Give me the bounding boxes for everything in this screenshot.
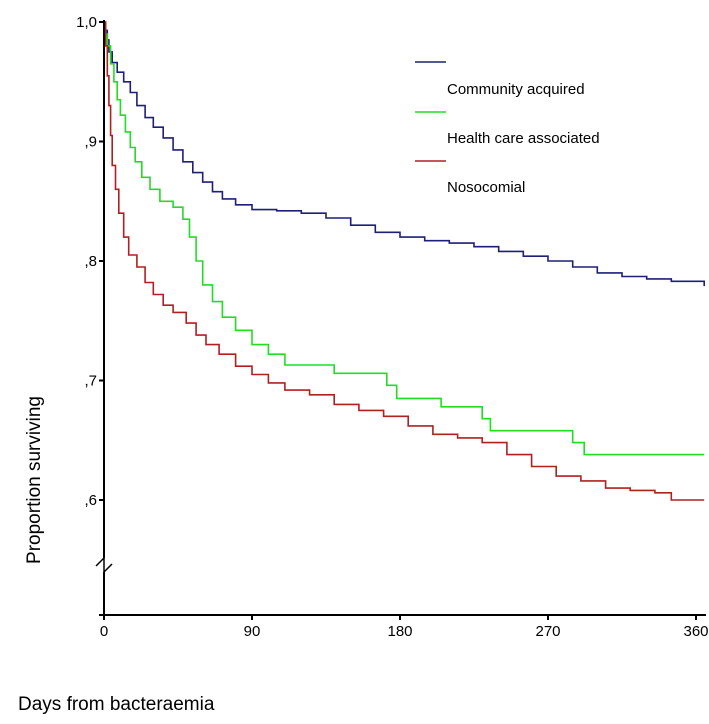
x-tick-label: 360 <box>683 623 708 640</box>
y-axis-title: Proportion surviving <box>24 396 45 564</box>
legend-label-health-care-associated: Health care associated <box>447 130 600 147</box>
x-tick-label: 0 <box>100 623 108 640</box>
x-tick-label: 90 <box>244 623 261 640</box>
series-line-nosocomial <box>104 21 705 501</box>
series-layer <box>104 21 705 501</box>
series-line-community-acquired <box>104 21 705 287</box>
axes-layer: 1,0 ,9 ,8 ,7 ,6 0 90 180 270 360 <box>76 14 708 640</box>
y-tick-label: ,8 <box>84 253 97 270</box>
y-tick-label: ,6 <box>84 492 97 509</box>
y-axis-break-mark <box>95 556 113 574</box>
x-tick-label: 180 <box>387 623 412 640</box>
y-tick-label: ,9 <box>84 134 97 151</box>
series-line-health-care-associated <box>104 21 705 456</box>
legend: Community acquired Health care associated… <box>415 61 600 196</box>
legend-label-nosocomial: Nosocomial <box>447 179 525 196</box>
legend-label-community-acquired: Community acquired <box>447 81 585 98</box>
y-tick-label: ,7 <box>84 373 97 390</box>
x-tick-label: 270 <box>535 623 560 640</box>
x-axis-title: Days from bacteraemia <box>18 694 215 715</box>
y-tick-label: 1,0 <box>76 14 97 31</box>
